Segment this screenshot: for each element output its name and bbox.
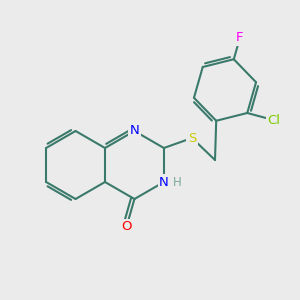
Text: Cl: Cl: [267, 113, 280, 127]
Text: S: S: [188, 131, 196, 145]
Text: N: N: [130, 124, 139, 137]
Text: O: O: [121, 220, 132, 233]
Text: N: N: [159, 176, 169, 188]
Text: H: H: [172, 176, 181, 188]
Text: F: F: [236, 31, 244, 44]
